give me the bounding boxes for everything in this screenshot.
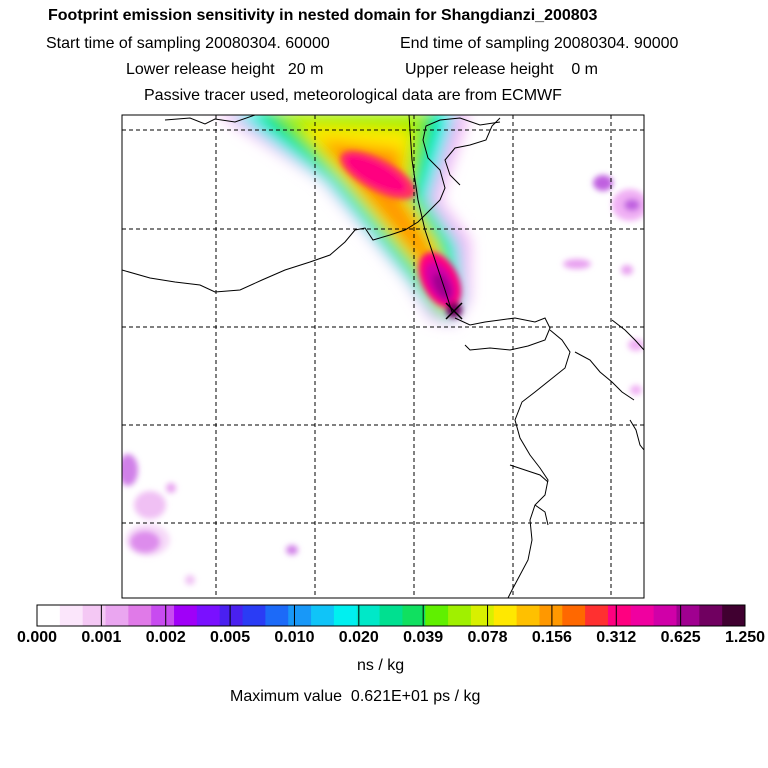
colorbar-swatch bbox=[722, 605, 746, 626]
colorbar-swatch bbox=[470, 605, 495, 626]
end-time-label: End time of sampling 20080304. 90000 bbox=[400, 35, 679, 52]
colorbar-swatch bbox=[128, 605, 152, 626]
colorbar-swatch bbox=[379, 605, 403, 626]
colorbar-swatch bbox=[59, 605, 84, 626]
colorbar-swatch bbox=[699, 605, 723, 626]
colorbar-swatch bbox=[448, 605, 472, 626]
colorbar-swatch bbox=[676, 605, 700, 626]
colorbar-swatch bbox=[311, 605, 335, 626]
colorbar-tick-label: 0.000 bbox=[16, 629, 58, 646]
colorbar-swatch bbox=[356, 605, 381, 626]
colorbar-swatch bbox=[265, 605, 289, 626]
colorbar-tick-label: 0.312 bbox=[596, 629, 637, 646]
lower-release-label: Lower release height 20 m bbox=[126, 61, 324, 78]
colorbar-swatch bbox=[333, 605, 358, 626]
colorbar-tick-label: 0.020 bbox=[338, 629, 379, 646]
colorbar-units: ns / kg bbox=[357, 657, 405, 674]
colorbar-swatch bbox=[425, 605, 449, 626]
colorbar-swatch bbox=[242, 605, 266, 626]
max-value-label: Maximum value 0.621E+01 ps / kg bbox=[230, 688, 481, 705]
colorbar-tick-label: 0.078 bbox=[467, 629, 508, 646]
colorbar-tick-label: 1.250 bbox=[724, 629, 766, 646]
colorbar-tick-label: 0.002 bbox=[145, 629, 186, 646]
colorbar-swatch bbox=[585, 605, 609, 626]
secondary-blobs bbox=[122, 175, 644, 585]
colorbar-tick-label: 0.039 bbox=[403, 629, 444, 646]
colorbar-swatch bbox=[562, 605, 586, 626]
release-site-marker bbox=[445, 302, 463, 320]
colorbar-swatch bbox=[174, 605, 198, 626]
colorbar-swatch bbox=[219, 605, 244, 626]
colorbar-swatch bbox=[402, 605, 426, 626]
colorbar-swatch bbox=[196, 605, 221, 626]
colorbar-swatch bbox=[288, 605, 312, 626]
colorbar-tick-label: 0.625 bbox=[660, 629, 701, 646]
chart-title: Footprint emission sensitivity in nested… bbox=[48, 7, 598, 24]
start-time-label: Start time of sampling 20080304. 60000 bbox=[46, 35, 330, 52]
colorbar-tick-label: 0.005 bbox=[210, 629, 251, 646]
subtitle: Passive tracer used, meteorological data… bbox=[144, 87, 562, 104]
gridlines bbox=[122, 115, 644, 598]
upper-release-label: Upper release height 0 m bbox=[405, 61, 598, 78]
colorbar-tick-label: 0.156 bbox=[531, 629, 572, 646]
colorbar-swatch bbox=[151, 605, 175, 626]
colorbar-swatch bbox=[82, 605, 107, 626]
map-frame bbox=[121, 114, 645, 599]
colorbar-swatch bbox=[493, 605, 518, 626]
colorbar-swatch bbox=[630, 605, 655, 626]
coastlines bbox=[122, 115, 644, 598]
colorbar-swatch bbox=[516, 605, 540, 626]
colorbar-tick-label: 0.010 bbox=[274, 629, 315, 646]
colorbar-tick-label: 0.001 bbox=[81, 629, 122, 646]
colorbar-swatch bbox=[37, 605, 61, 626]
colorbar-swatch bbox=[653, 605, 677, 626]
colorbar-frame bbox=[36, 604, 746, 627]
colorbar-swatch bbox=[105, 605, 129, 626]
colorbar-swatch bbox=[539, 605, 563, 626]
colorbar bbox=[36, 604, 746, 627]
colorbar-swatch bbox=[607, 605, 632, 626]
